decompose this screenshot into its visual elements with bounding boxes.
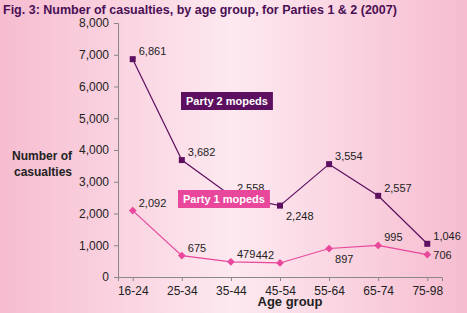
y-tick: 2,000 [79, 207, 118, 221]
legend-label: Party 2 mopeds [186, 95, 268, 107]
y-axis-line [114, 24, 119, 278]
y-tick: 4,000 [79, 143, 118, 157]
y-axis-title: Number ofcasualties [12, 149, 73, 179]
data-labels: 6,8613,6822,5582,2483,5542,5571,0462,092… [139, 45, 461, 264]
x-tick: 75-98 [412, 277, 443, 298]
y-tick-mark [114, 87, 118, 88]
y-tick-label: 5,000 [79, 112, 109, 126]
y-tick: 6,000 [79, 80, 118, 94]
data-label: 442 [256, 249, 274, 261]
data-label: 2,248 [286, 210, 314, 222]
legend: Party 2 mopeds Party 1 mopeds [178, 92, 273, 208]
x-tick: 65-74 [363, 277, 394, 298]
series-marker [227, 258, 235, 266]
data-label: 3,554 [335, 150, 363, 162]
y-tick-mark [114, 182, 118, 183]
x-axis-line [119, 278, 443, 282]
y-tick-mark [114, 118, 118, 119]
x-tick-mark [329, 277, 330, 281]
series-marker [129, 207, 137, 215]
x-tick-label: 65-74 [363, 284, 394, 298]
legend-item: Party 1 mopeds [178, 190, 270, 208]
series-marker [326, 161, 332, 167]
series-marker [130, 56, 136, 62]
y-axis: 0 1,000 2,000 3,000 4,000 5,000 6,000 7,000 8,00… [79, 16, 119, 284]
y-tick-mark [114, 150, 118, 151]
plot-area [129, 56, 431, 267]
x-tick-label: 16-24 [118, 284, 149, 298]
x-tick: 16-24 [118, 277, 149, 298]
series-marker [179, 157, 185, 163]
legend-item: Party 2 mopeds [181, 92, 273, 110]
y-tick-label: 4,000 [79, 143, 109, 157]
series-marker [375, 193, 381, 199]
x-tick-label: 25-34 [167, 284, 198, 298]
y-tick: 1,000 [79, 239, 118, 253]
data-label: 2,092 [139, 197, 167, 209]
series-marker [325, 245, 333, 253]
data-label: 3,682 [188, 146, 216, 158]
y-tick: 0 [102, 270, 118, 284]
legend-label: Party 1 mopeds [183, 193, 265, 205]
y-tick-label: 2,000 [79, 207, 109, 221]
data-label: 6,861 [139, 45, 167, 57]
y-tick-mark [114, 55, 118, 56]
x-tick-mark [378, 277, 379, 281]
y-tick-mark [114, 23, 118, 24]
title: Fig. 3: Number of casualties, by age gro… [3, 3, 397, 17]
y-tick: 8,000 [79, 16, 118, 30]
data-label: 995 [384, 231, 402, 243]
y-tick: 5,000 [79, 112, 118, 126]
y-tick-label: 6,000 [79, 80, 109, 94]
series-line [133, 211, 428, 263]
series-marker [423, 251, 431, 259]
x-tick: 25-34 [167, 277, 198, 298]
x-tick-mark [231, 277, 232, 281]
y-tick-mark [114, 214, 118, 215]
background [0, 0, 467, 313]
x-tick-label: 35-44 [216, 284, 247, 298]
series-marker [276, 259, 284, 267]
y-tick: 3,000 [79, 175, 118, 189]
series-line [133, 59, 428, 244]
y-tick: 7,000 [79, 48, 118, 62]
data-label: 897 [335, 253, 353, 265]
y-tick-mark [114, 277, 118, 278]
legend-box [181, 92, 273, 110]
y-tick-label: 7,000 [79, 48, 109, 62]
y-tick-label: 3,000 [79, 175, 109, 189]
series-marker [374, 242, 382, 250]
chart: Fig. 3: Number of casualties, by age gro… [0, 0, 467, 313]
data-label: 706 [433, 249, 451, 261]
x-tick-mark [182, 277, 183, 281]
data-label: 1,046 [433, 230, 461, 242]
data-label: 675 [188, 242, 206, 254]
y-tick-label: 8,000 [79, 16, 109, 30]
series-marker [178, 252, 186, 260]
x-tick-mark [133, 277, 134, 281]
x-tick-mark [280, 277, 281, 281]
x-tick-mark [427, 277, 428, 281]
series-marker [424, 241, 430, 247]
y-tick-label: 1,000 [79, 239, 109, 253]
legend-box [178, 190, 270, 208]
x-axis-title: Age group [258, 294, 323, 309]
y-tick-mark [114, 245, 118, 246]
x-tick: 35-44 [216, 277, 247, 298]
x-tick-label: 75-98 [412, 284, 443, 298]
series-marker [277, 203, 283, 209]
data-label: 479 [237, 248, 255, 260]
data-label: 2,557 [384, 182, 412, 194]
y-tick-label: 0 [102, 270, 109, 284]
